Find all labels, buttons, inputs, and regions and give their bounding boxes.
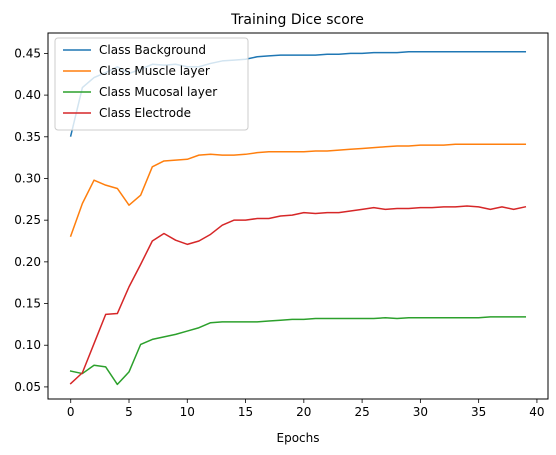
x-axis-label: Epochs	[277, 431, 320, 445]
x-tick-label: 30	[413, 405, 428, 419]
x-tick-label: 0	[67, 405, 75, 419]
y-tick-label: 0.30	[14, 171, 41, 185]
legend: Class Background Class Muscle layer Class …	[54, 37, 249, 131]
y-tick-label: 0.20	[14, 255, 41, 269]
y-tick-label: 0.45	[14, 46, 41, 60]
x-axis: 0 5 10 15 20 25 30 35 40	[67, 399, 545, 419]
legend-entry-label: Class Electrode	[99, 106, 191, 120]
x-tick-label: 15	[238, 405, 253, 419]
x-tick-label: 35	[471, 405, 486, 419]
series-line-2	[69, 143, 527, 237]
y-tick-label: 0.35	[14, 130, 41, 144]
y-tick-label: 0.05	[14, 380, 41, 394]
x-tick-label: 5	[125, 405, 133, 419]
series-line-3	[69, 316, 527, 386]
y-tick-label: 0.40	[14, 88, 41, 102]
x-tick-label: 10	[180, 405, 195, 419]
axes-frame	[47, 32, 549, 400]
series-line-4	[69, 205, 527, 385]
legend-entry-label: Class Muscle layer	[99, 64, 210, 78]
legend-entry-label: Class Background	[99, 43, 206, 57]
x-tick-label: 20	[296, 405, 311, 419]
legend-box	[54, 37, 249, 131]
y-tick-label: 0.25	[14, 213, 41, 227]
y-tick-label: 0.10	[14, 338, 41, 352]
chart-title: Training Dice score	[230, 12, 364, 28]
x-tick-label: 25	[354, 405, 369, 419]
y-tick-label: 0.15	[14, 297, 41, 311]
y-axis: 0.05 0.10 0.15 0.20 0.25 0.30 0.35 0.40 0.45	[14, 46, 48, 394]
x-tick-label: 40	[529, 405, 544, 419]
legend-entry-label: Class Mucosal layer	[99, 85, 217, 99]
